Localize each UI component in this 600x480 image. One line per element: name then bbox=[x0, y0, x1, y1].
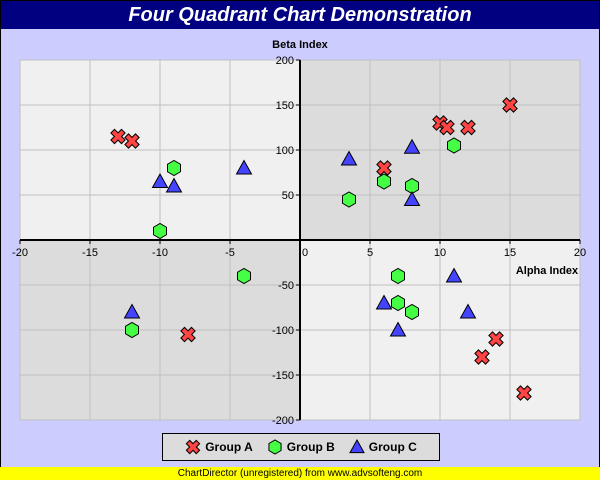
data-point-triangle bbox=[389, 321, 407, 337]
legend-marker bbox=[348, 439, 365, 454]
y-tick-label: -100 bbox=[272, 325, 294, 337]
data-point-triangle bbox=[445, 267, 463, 283]
data-point-hexagon bbox=[125, 321, 139, 339]
data-point-cross bbox=[502, 97, 518, 113]
y-tick-label: -50 bbox=[278, 280, 294, 292]
data-point-cross bbox=[474, 349, 490, 365]
y-tick-label: 100 bbox=[276, 145, 294, 157]
data-point-cross bbox=[439, 119, 455, 136]
data-point-cross bbox=[376, 160, 392, 176]
data-point-hexagon bbox=[391, 294, 405, 312]
series-group-b bbox=[125, 137, 461, 339]
x-tick-label: 0 bbox=[302, 247, 308, 259]
data-point-cross bbox=[460, 119, 476, 136]
data-point-cross bbox=[110, 128, 126, 145]
data-point-hexagon bbox=[342, 191, 356, 208]
x-tick-label: -15 bbox=[82, 247, 98, 259]
chart-title: Four Quadrant Chart Demonstration bbox=[1, 1, 599, 29]
data-points bbox=[110, 97, 532, 401]
legend-label-group-a: Group A bbox=[205, 440, 253, 454]
y-tick-label: 150 bbox=[276, 100, 294, 112]
data-point-hexagon bbox=[153, 222, 167, 240]
x-tick-label: 15 bbox=[504, 247, 516, 259]
x-axis-title: Alpha Index bbox=[516, 265, 579, 277]
data-point-triangle bbox=[151, 172, 169, 188]
data-point-cross bbox=[180, 326, 196, 343]
legend-label-group-c: Group C bbox=[368, 440, 417, 454]
series-group-a bbox=[110, 97, 532, 401]
legend-item-group-a: Group A bbox=[185, 439, 253, 455]
x-tick-label: -10 bbox=[152, 247, 168, 259]
x-tick-label: -20 bbox=[12, 247, 28, 259]
x-tick-label: 10 bbox=[434, 247, 446, 259]
data-point-cross bbox=[488, 331, 504, 347]
data-point-triangle bbox=[235, 159, 253, 175]
data-point-triangle bbox=[403, 190, 421, 206]
legend-item-group-c: Group C bbox=[348, 439, 417, 455]
y-tick-label: -150 bbox=[272, 370, 294, 382]
legend-label-group-b: Group B bbox=[286, 440, 335, 454]
triangle-marker-icon bbox=[348, 439, 365, 454]
data-point-hexagon bbox=[447, 137, 461, 154]
hexagon-marker-icon bbox=[268, 439, 282, 455]
data-point-hexagon bbox=[237, 267, 251, 285]
data-point-triangle bbox=[123, 303, 141, 319]
data-point-cross bbox=[124, 133, 140, 149]
data-point-triangle bbox=[459, 303, 477, 319]
cross-marker-icon bbox=[185, 439, 201, 455]
legend-marker bbox=[268, 439, 282, 455]
y-axis-title: Beta Index bbox=[272, 39, 329, 51]
x-tick-label: -5 bbox=[225, 247, 235, 259]
data-point-hexagon bbox=[405, 303, 419, 321]
series-group-c bbox=[123, 138, 477, 337]
data-point-cross bbox=[516, 385, 532, 401]
footer-banner: ChartDirector (unregistered) from www.ad… bbox=[0, 467, 600, 480]
data-point-triangle bbox=[403, 138, 421, 154]
y-tick-label: 50 bbox=[282, 190, 294, 202]
legend-marker bbox=[185, 439, 201, 455]
data-point-triangle bbox=[165, 177, 183, 193]
data-point-triangle bbox=[340, 150, 358, 166]
y-tick-label: 200 bbox=[276, 55, 294, 67]
data-point-hexagon bbox=[377, 173, 391, 190]
x-tick-label: 5 bbox=[367, 247, 373, 259]
data-point-hexagon bbox=[391, 267, 405, 285]
tick-labels: -20 -15 -10 -5 0 5 10 15 20-200-150-100-50501001… bbox=[12, 55, 586, 427]
legend-item-group-b: Group B bbox=[267, 439, 335, 455]
data-point-triangle bbox=[375, 294, 393, 310]
data-point-hexagon bbox=[167, 159, 181, 177]
legend: Group A Group B Group C bbox=[162, 433, 440, 461]
x-tick-label: 20 bbox=[574, 247, 586, 259]
axes bbox=[19, 59, 581, 421]
y-tick-label: -200 bbox=[272, 415, 294, 427]
